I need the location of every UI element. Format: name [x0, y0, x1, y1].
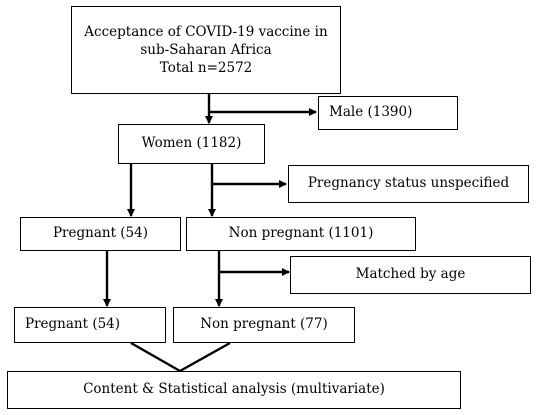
pregnancy-unspecified-box: Pregnancy status unspecified: [288, 165, 529, 203]
root-title-line1: Acceptance of COVID-19 vaccine in: [84, 23, 328, 40]
pregnant-label-2: Pregnant (54): [25, 316, 121, 333]
women-box: Women (1182): [118, 124, 265, 164]
root-title-line2: sub-Saharan Africa: [140, 41, 272, 58]
analysis-box: Content & Statistical analysis (multivar…: [7, 371, 461, 409]
male-label: Male (1390): [329, 104, 413, 121]
pregnant-box-2: Pregnant (54): [14, 307, 166, 343]
non-pregnant-label-2: Non pregnant (77): [200, 316, 328, 333]
pregnant-label-1: Pregnant (54): [52, 225, 149, 242]
women-label: Women (1182): [141, 135, 242, 152]
root-total: Total n=2572: [159, 60, 253, 77]
male-box: Male (1390): [318, 96, 458, 130]
matched-by-age-label: Matched by age: [355, 266, 466, 283]
non-pregnant-label-1: Non pregnant (1101): [228, 225, 374, 242]
root-box: Acceptance of COVID-19 vaccine in sub-Sa…: [71, 6, 341, 94]
pregnant-box-1: Pregnant (54): [20, 217, 181, 251]
non-pregnant-box-1: Non pregnant (1101): [186, 217, 416, 251]
analysis-label: Content & Statistical analysis (multivar…: [83, 381, 385, 398]
non-pregnant-box-2: Non pregnant (77): [173, 307, 355, 343]
connector-converge-right: [179, 341, 231, 373]
connector-converge-left: [130, 341, 181, 373]
pregnancy-unspecified-label: Pregnancy status unspecified: [307, 175, 510, 192]
matched-by-age-box: Matched by age: [290, 256, 531, 294]
